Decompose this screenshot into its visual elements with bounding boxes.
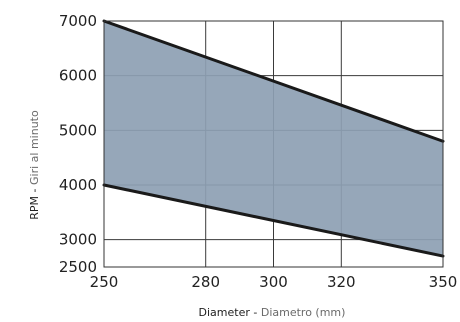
y-axis-title: RPM - Giri al minuto (28, 110, 41, 220)
x-tick-label: 350 (429, 273, 458, 291)
area-layer (104, 21, 443, 257)
x-tick-labels: 250 280 300 320 350 (90, 273, 458, 291)
y-tick-label: 7000 (59, 12, 97, 30)
y-tick-labels: 2500 3000 4000 5000 6000 7000 (59, 12, 97, 276)
series-lines (102, 19, 445, 258)
y-tick-label: 2500 (59, 258, 97, 276)
x-tick-label: 320 (327, 273, 356, 291)
x-axis-title: Diameter - Diametro (mm) (199, 306, 346, 319)
lower-limit-line (102, 183, 445, 258)
upper-limit-line (102, 19, 445, 143)
x-tick-label: 280 (191, 273, 220, 291)
y-tick-label: 5000 (59, 121, 97, 139)
x-tick-label: 250 (90, 273, 119, 291)
y-tick-label: 4000 (59, 176, 97, 194)
y-tick-label: 3000 (59, 231, 97, 249)
rpm-range-area (104, 21, 443, 257)
x-tick-label: 300 (259, 273, 288, 291)
y-tick-label: 6000 (59, 67, 97, 85)
plot-frame (103, 20, 444, 268)
